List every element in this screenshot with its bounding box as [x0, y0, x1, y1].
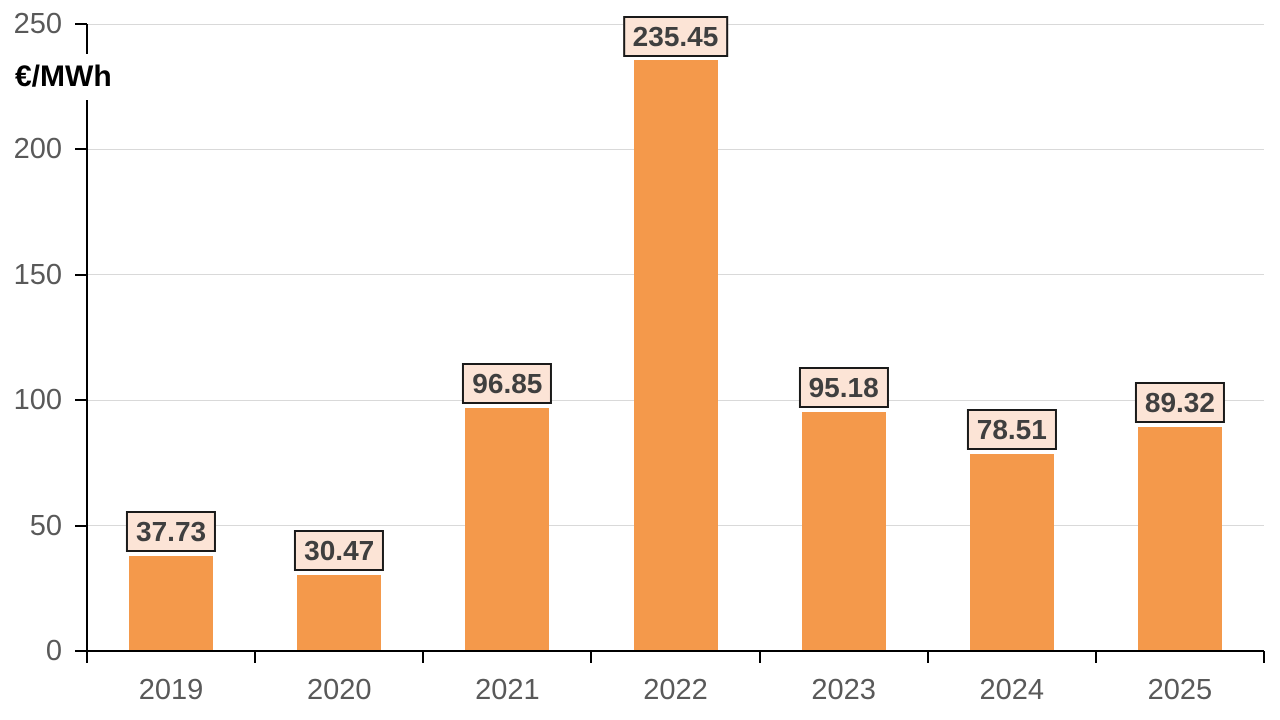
bar-2021 — [465, 408, 550, 651]
y-tick-50 — [75, 524, 87, 527]
y-axis-line — [86, 24, 88, 663]
bar-2022 — [633, 60, 718, 651]
x-tick-2 — [422, 651, 425, 663]
bar-value-label-2021: 96.85 — [462, 363, 553, 405]
y-tick-label-250: 250 — [13, 8, 62, 40]
y-tick-0 — [75, 650, 87, 652]
x-tick-3 — [590, 651, 593, 663]
y-tick-label-100: 100 — [13, 384, 62, 417]
y-tick-label-200: 200 — [13, 133, 62, 166]
bar-value-label-2022: 235.45 — [622, 15, 729, 57]
bar-value-label-2025: 89.32 — [1134, 382, 1225, 423]
bar-2024 — [969, 454, 1054, 651]
bar-2025 — [1137, 426, 1222, 651]
bar-2020 — [297, 574, 382, 651]
y-tick-150 — [75, 273, 87, 276]
y-tick-200 — [75, 148, 87, 151]
x-tick-label-2019: 2019 — [138, 674, 204, 706]
y-tick-label-150: 150 — [13, 258, 62, 291]
y-tick-250 — [75, 23, 87, 25]
x-tick-label-2025: 2025 — [1147, 674, 1213, 706]
bar-2023 — [801, 412, 886, 651]
x-tick-6 — [1094, 651, 1097, 663]
bar-value-label-2024: 78.51 — [966, 409, 1057, 451]
x-axis-line — [87, 650, 1264, 652]
x-tick-7 — [1263, 651, 1265, 663]
y-tick-100 — [75, 399, 87, 402]
x-tick-1 — [254, 651, 257, 663]
bar-value-label-2023: 95.18 — [798, 367, 889, 409]
x-tick-label-2022: 2022 — [643, 674, 708, 706]
x-tick-label-2023: 2023 — [811, 674, 876, 706]
x-tick-label-2021: 2021 — [475, 674, 540, 706]
y-tick-label-50: 50 — [29, 509, 62, 542]
x-tick-5 — [926, 651, 929, 663]
bar-2019 — [129, 556, 214, 651]
y-axis-title: €/MWh — [8, 54, 128, 100]
bar-value-label-2019: 37.73 — [126, 511, 217, 553]
bar-value-label-2020: 30.47 — [294, 529, 385, 571]
x-tick-4 — [758, 651, 761, 663]
x-tick-label-2024: 2024 — [979, 674, 1045, 706]
y-tick-label-0: 0 — [45, 635, 62, 667]
x-tick-label-2020: 2020 — [306, 674, 372, 706]
